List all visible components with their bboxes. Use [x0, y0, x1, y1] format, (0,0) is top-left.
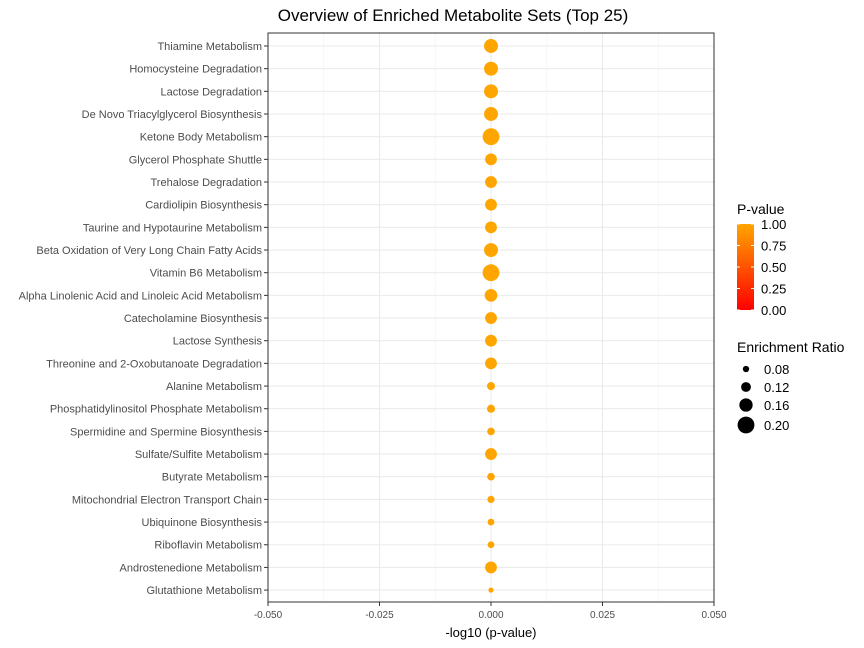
size-legend-label: 0.16 [764, 398, 789, 413]
category-label: Ketone Body Metabolism [140, 132, 262, 144]
size-legend: Enrichment Ratio 0.08 0.12 0.16 0.20 [737, 339, 845, 434]
category-label: Taurine and Hypotaurine Metabolism [83, 222, 262, 234]
category-label: Catecholamine Biosynthesis [124, 313, 263, 325]
category-label: Ubiquinone Biosynthesis [142, 517, 263, 529]
x-tick-label: 0.000 [478, 610, 503, 621]
category-label: Vitamin B6 Metabolism [150, 268, 262, 280]
color-legend-title: P-value [737, 201, 785, 217]
color-legend-gradient-bar [737, 224, 754, 310]
category-label: Phosphatidylinositol Phosphate Metabolis… [50, 404, 262, 416]
category-label: Thiamine Metabolism [157, 41, 262, 53]
data-point [485, 198, 497, 211]
color-legend-label: 1.00 [761, 217, 786, 232]
x-tick-label: 0.050 [701, 610, 726, 621]
color-legend-ticks: 1.00 0.75 0.50 0.25 0.00 [737, 217, 786, 318]
category-label: Homocysteine Degradation [129, 64, 262, 76]
category-label: Beta Oxidation of Very Long Chain Fatty … [36, 245, 262, 257]
data-point [484, 61, 498, 76]
category-labels: Thiamine Metabolism Homocysteine Degradat… [19, 41, 268, 597]
data-point [484, 243, 498, 257]
category-label: Trehalose Degradation [151, 177, 263, 189]
color-legend: P-value 1.00 0.75 0.50 0.25 0.00 [737, 201, 786, 318]
category-label: Threonine and 2-Oxobutanoate Degradation [46, 358, 262, 370]
data-point [484, 39, 498, 53]
data-point [484, 289, 498, 302]
data-point [482, 128, 500, 146]
category-label: Sulfate/Sulfite Metabolism [135, 449, 262, 461]
data-point [485, 334, 497, 347]
data-point [486, 382, 496, 391]
size-legend-dot [739, 398, 753, 412]
category-label: Cardiolipin Biosynthesis [145, 200, 262, 212]
data-point [487, 541, 495, 549]
data-point [484, 84, 498, 99]
data-point [485, 312, 497, 324]
data-point [485, 221, 497, 234]
category-label: Alanine Metabolism [166, 381, 262, 393]
category-label: Lactose Degradation [160, 86, 262, 98]
x-tick-label: -0.050 [254, 610, 283, 621]
category-label: De Novo Triacylglycerol Biosynthesis [82, 109, 263, 121]
category-label: Alpha Linolenic Acid and Linoleic Acid M… [19, 290, 262, 302]
size-legend-items: 0.08 0.12 0.16 0.20 [737, 362, 789, 434]
category-label: Spermidine and Spermine Biosynthesis [70, 426, 262, 438]
color-legend-label: 0.50 [761, 260, 786, 275]
category-label: Lactose Synthesis [173, 336, 263, 348]
data-point [485, 176, 497, 188]
category-label: Glutathione Metabolism [146, 585, 262, 597]
size-legend-dot [741, 382, 751, 392]
data-point [485, 561, 497, 574]
size-legend-label: 0.12 [764, 380, 789, 395]
data-point [485, 448, 497, 460]
category-label: Riboflavin Metabolism [154, 540, 262, 552]
data-points [482, 39, 500, 593]
size-legend-title: Enrichment Ratio [737, 339, 845, 355]
data-point [485, 153, 497, 166]
category-label: Androstenedione Metabolism [120, 562, 262, 574]
category-label: Glycerol Phosphate Shuttle [129, 154, 262, 166]
data-point [485, 357, 497, 370]
category-label: Butyrate Metabolism [162, 472, 262, 484]
color-legend-label: 0.00 [761, 303, 786, 318]
data-point [484, 107, 498, 121]
x-tick-label: -0.025 [365, 610, 394, 621]
size-legend-label: 0.08 [764, 362, 789, 377]
size-legend-dot [737, 416, 755, 434]
color-legend-label: 0.25 [761, 282, 786, 297]
data-point [488, 587, 494, 593]
data-point [486, 404, 496, 413]
data-point [487, 518, 495, 526]
chart-title: Overview of Enriched Metabolite Sets (To… [278, 6, 629, 25]
x-axis-ticks: -0.050 -0.025 0.000 0.025 0.050 [254, 602, 727, 621]
size-legend-dot [742, 365, 750, 373]
data-point [487, 472, 495, 481]
size-legend-label: 0.20 [764, 418, 789, 433]
x-tick-label: 0.025 [590, 610, 615, 621]
category-label: Mitochondrial Electron Transport Chain [72, 494, 262, 506]
color-legend-label: 0.75 [761, 239, 786, 254]
data-point [482, 264, 500, 282]
data-point [487, 495, 495, 503]
data-point [487, 427, 495, 436]
x-axis-title: -log10 (p-value) [445, 625, 536, 640]
